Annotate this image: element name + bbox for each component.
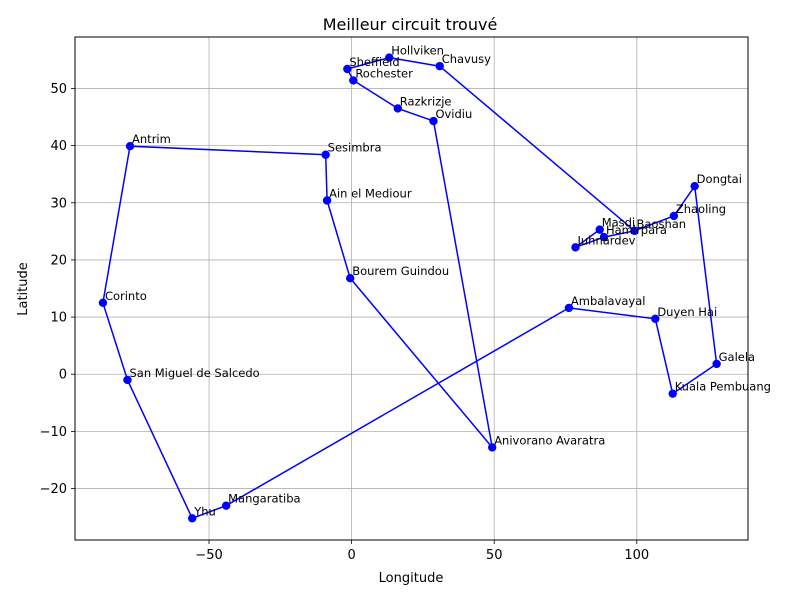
city-marker [690,181,699,191]
axis-ticks: −50 0 50 100 −20 −10 0 10 20 30 40 50 [40,82,650,563]
city-label: Bourem Guindou [352,264,449,278]
x-tick-label: −50 [195,548,222,563]
city-marker [429,116,438,126]
city-label: San Miguel de Salcedo [129,366,259,380]
city-label: Rochester [355,66,413,80]
city-marker [595,225,604,234]
city-marker [564,303,574,313]
x-axis-label: Longitude [379,571,444,586]
y-tick-label: 10 [50,311,67,326]
y-tick-label: 0 [59,368,67,383]
city-marker [651,314,660,323]
city-label: Yhu [193,504,216,518]
tour-series [98,53,721,523]
city-marker [349,76,358,85]
tour-line [102,56,718,520]
city-label: Ovidiu [435,107,472,121]
city-label: Hollviken [391,44,444,58]
city-marker [98,298,108,307]
plot-frame [74,36,749,541]
city-marker [322,196,332,205]
city-marker [668,389,677,398]
city-label: Antrim [132,132,171,146]
city-label: Razkrizje [400,94,452,108]
x-tick-label: 50 [486,548,503,563]
y-tick-label: 30 [50,196,67,211]
city-label: Ain el Mediour [329,186,412,200]
y-tick-label: 50 [50,82,67,97]
city-marker [435,61,444,71]
city-label: Duyen Hai [657,305,717,319]
x-tick-label: 0 [347,548,355,563]
city-marker [343,64,352,74]
chart-title: Meilleur circuit trouvé [323,15,498,34]
city-label: Chavusy [442,52,491,66]
city-marker [321,150,330,159]
city-marker [385,53,394,62]
x-tick-label: 100 [624,548,649,563]
city-label: Masdi [602,216,635,230]
city-label: Corinto [105,289,147,303]
city-marker [669,211,679,221]
city-label: Anivorano Avaratra [494,433,605,447]
city-label: Kuala Pembuang [675,380,771,394]
city-label: Dongtai [697,172,742,186]
y-tick-label: 20 [50,253,67,268]
city-marker [571,243,580,252]
city-label: Baoshan [637,217,687,231]
city-label: Mangaratiba [228,492,300,506]
y-axis-label: Latitude [16,262,31,316]
city-marker [393,104,403,113]
city-marker [488,443,497,452]
city-marker [221,501,231,510]
city-marker [599,232,609,242]
city-marker [712,359,721,369]
city-label: Juhnardev [576,233,635,247]
city-marker [123,375,132,385]
city-label: Sheffield [349,55,399,69]
city-marker [345,274,355,283]
city-label: Zhaoling [676,202,726,216]
city-label: Hamirpara [606,223,667,237]
city-label: Galela [719,350,755,364]
city-marker [630,226,639,235]
y-tick-label: −20 [40,482,67,497]
city-label: Ambalavayal [571,294,646,308]
city-marker [125,141,135,151]
y-tick-label: −10 [40,425,67,440]
grid [75,37,748,540]
y-tick-label: 40 [50,139,67,154]
city-marker [188,514,197,523]
city-label: Sesimbra [328,141,382,155]
